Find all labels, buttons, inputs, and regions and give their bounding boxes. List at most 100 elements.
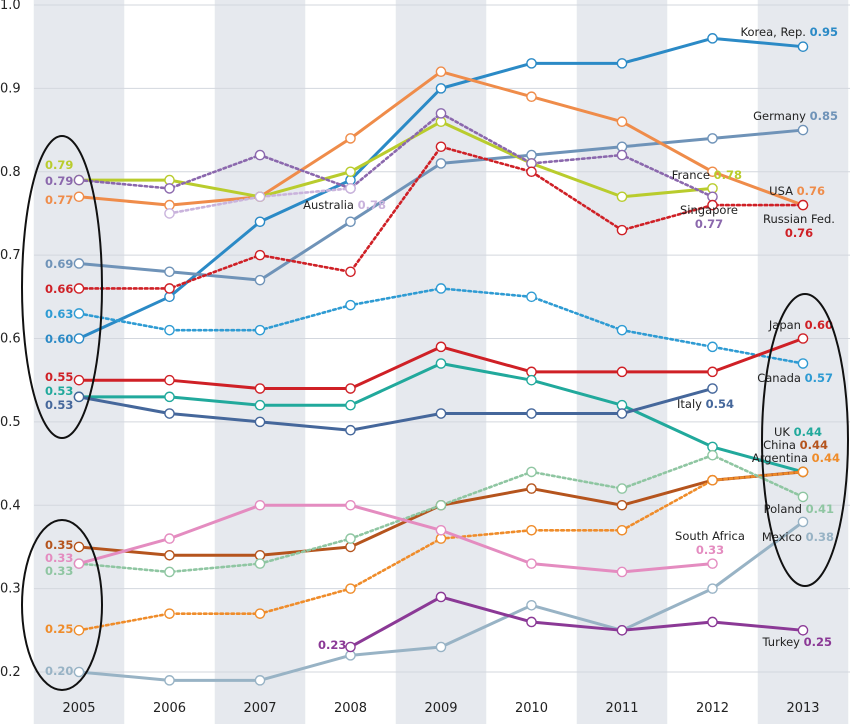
series-name: Mexico: [762, 530, 806, 544]
series-label: Poland 0.41: [764, 502, 834, 516]
data-point: [345, 583, 356, 594]
data-point: [526, 600, 537, 611]
data-point: [73, 308, 85, 319]
y-axis: 0.2 0.3 0.4 0.5 0.6 0.7 0.8 0.9 1.0: [0, 0, 21, 680]
data-point: [164, 566, 175, 578]
series-korea-rep: [73, 33, 809, 344]
series-name-label: Russian Fed.: [763, 212, 835, 226]
series-name: Germany: [753, 109, 810, 123]
series-line: [77, 112, 714, 199]
series-label: Argentina 0.44: [752, 451, 840, 465]
start-value-label: 0.35: [45, 538, 73, 552]
data-point: [526, 524, 537, 536]
data-point: [707, 133, 718, 144]
series-end-value: 0.85: [810, 109, 838, 123]
x-tick-label: 2010: [515, 701, 548, 716]
data-point: [73, 558, 85, 569]
data-point: [345, 533, 356, 544]
start-value-label: 0.55: [45, 370, 73, 384]
y-tick-label: 0.7: [0, 248, 21, 263]
series-name: Argentina: [752, 451, 812, 465]
data-point: [707, 199, 718, 211]
series-name: Poland: [764, 502, 806, 516]
data-point: [435, 141, 447, 153]
data-point: [345, 166, 356, 178]
data-point: [164, 675, 175, 686]
data-point: [73, 541, 85, 553]
series-label: Korea, Rep. 0.95: [741, 25, 838, 39]
data-point: [707, 558, 718, 569]
data-point: [73, 391, 85, 403]
series-mexico: [73, 516, 809, 686]
data-point: [164, 183, 175, 194]
column-band: [33, 0, 125, 724]
series-australia: [164, 183, 356, 219]
data-point: [164, 266, 175, 278]
data-point: [345, 383, 356, 394]
series-name-label: South Africa: [675, 529, 745, 543]
data-point: [73, 333, 85, 344]
data-point: [707, 383, 718, 394]
column-band: [214, 0, 306, 724]
y-tick-label: 0.2: [0, 665, 21, 680]
series-label: USA 0.76: [769, 184, 825, 198]
data-point: [707, 366, 718, 378]
data-point: [526, 466, 537, 478]
start-value-label: 0.63: [45, 307, 73, 321]
series-end-value: 0.44: [794, 425, 822, 439]
data-point: [435, 158, 447, 169]
series-end-value: 0.41: [806, 502, 834, 516]
y-tick-label: 0.3: [0, 582, 21, 597]
start-value-label: 0.79: [45, 158, 73, 172]
series-poland: [73, 449, 809, 578]
data-point: [616, 191, 628, 203]
y-tick-label: 0.5: [0, 415, 21, 430]
data-point: [345, 424, 356, 436]
start-value-label: 0.53: [45, 384, 73, 398]
data-point: [616, 116, 628, 128]
start-value-label: 0.20: [45, 664, 73, 678]
y-tick-label: 0.8: [0, 165, 21, 180]
series-name: Italy: [677, 397, 706, 411]
data-point: [254, 216, 266, 228]
series-end-value: 0.60: [805, 318, 833, 332]
data-point: [526, 58, 537, 69]
series-label: Germany 0.85: [753, 109, 838, 123]
start-value-label: 0.69: [45, 257, 73, 271]
ellipse-2005-lower: [21, 519, 103, 691]
x-tick-label: 2011: [605, 701, 638, 716]
data-point: [526, 483, 537, 494]
y-tick-label: 0.4: [0, 498, 21, 513]
x-axis: 2005 2006 2007 2008 2009 2010 2011 2012 2013: [62, 701, 819, 716]
data-point: [164, 324, 175, 336]
data-point: [254, 274, 266, 286]
data-point: [345, 183, 356, 194]
data-point: [254, 249, 266, 261]
data-point: [526, 616, 537, 628]
data-point: [435, 83, 447, 94]
x-tick-label: 2008: [334, 701, 367, 716]
series-line: [349, 595, 804, 649]
series-name: Canada: [757, 371, 804, 385]
data-point: [797, 358, 809, 369]
data-point: [435, 108, 447, 119]
series-label: China 0.44: [763, 438, 828, 452]
data-point: [616, 566, 628, 578]
series-end-value: 0.54: [706, 397, 734, 411]
data-point: [345, 299, 356, 311]
series-japan: [73, 333, 809, 394]
ellipse-2013-middle: [761, 293, 849, 587]
series-label: France 0.78: [672, 168, 742, 182]
data-point: [797, 124, 809, 136]
x-tick-label: 2009: [424, 701, 457, 716]
data-point: [707, 341, 718, 353]
data-point: [254, 558, 266, 569]
series-end-value: 0.38: [806, 530, 834, 544]
series-end-value: 0.78: [714, 168, 742, 182]
data-point: [435, 66, 447, 77]
data-point: [254, 149, 266, 161]
data-point: [345, 266, 356, 278]
data-point: [616, 58, 628, 69]
data-point: [254, 499, 266, 511]
